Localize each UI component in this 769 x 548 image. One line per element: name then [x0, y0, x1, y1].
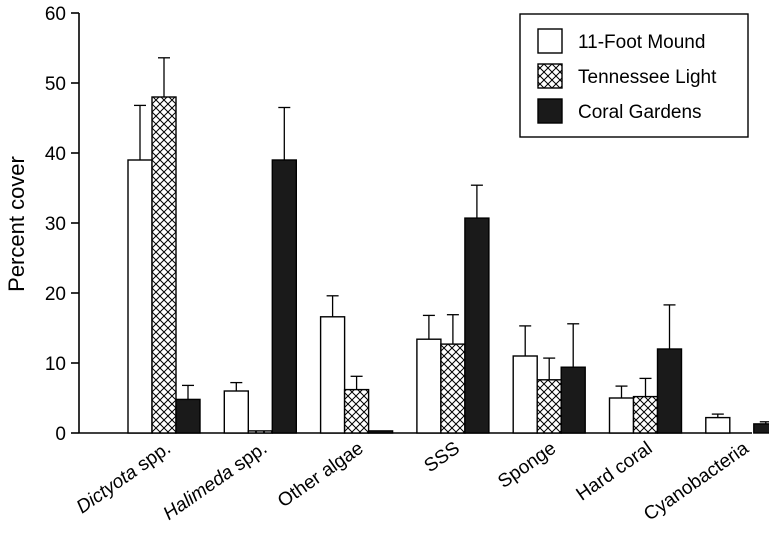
- x-tick-label: Dictyota spp.: [73, 438, 175, 518]
- bar: [536, 379, 562, 434]
- bar: [151, 96, 177, 434]
- x-tick-label: Halimeda spp.: [160, 438, 272, 525]
- y-tick-label: 30: [45, 214, 66, 235]
- y-tick-label: 0: [55, 424, 66, 445]
- bar: [127, 159, 153, 434]
- bar: [343, 388, 370, 434]
- legend-swatch: [537, 28, 563, 54]
- bar: [247, 430, 274, 434]
- bars: [127, 57, 769, 434]
- legend-label: 11-Foot Mound: [578, 32, 705, 53]
- legend: 11-Foot Mound Tennessee Light Coral Garden…: [519, 13, 749, 138]
- bar: [753, 423, 769, 434]
- legend-swatch: [537, 63, 563, 89]
- bar: [632, 395, 659, 434]
- bar: [440, 343, 466, 434]
- bar: [416, 338, 442, 434]
- y-tick-label: 20: [45, 284, 66, 305]
- x-tick-label: Hard coral: [573, 438, 657, 505]
- bar: [271, 159, 297, 434]
- y-axis-label: Percent cover: [4, 156, 29, 292]
- bar: [656, 348, 683, 434]
- x-tick-label: SSS: [421, 438, 464, 477]
- bar: [512, 355, 538, 434]
- y-tick-label: 40: [45, 144, 66, 165]
- legend-swatch: [537, 98, 563, 124]
- bar: [319, 316, 346, 434]
- y-tick-label: 60: [45, 4, 66, 25]
- y-tick-label: 50: [45, 74, 66, 95]
- x-tick-labels: Dictyota spp.Halimeda spp. Other algae SSS…: [73, 438, 753, 526]
- bar: [175, 398, 201, 434]
- x-tick-label: Sponge: [494, 438, 560, 493]
- legend-label: Tennessee Light: [578, 67, 717, 88]
- x-tick-label: Other algae: [274, 438, 367, 512]
- x-tick-label: Cyanobacteria: [640, 438, 753, 526]
- bar: [464, 217, 490, 434]
- bar: [223, 390, 250, 434]
- bar: [705, 416, 731, 434]
- bar: [560, 366, 586, 434]
- legend-label: Coral Gardens: [578, 102, 702, 123]
- bar: [608, 397, 635, 434]
- y-tick-label: 10: [45, 354, 66, 375]
- bar: [367, 430, 394, 434]
